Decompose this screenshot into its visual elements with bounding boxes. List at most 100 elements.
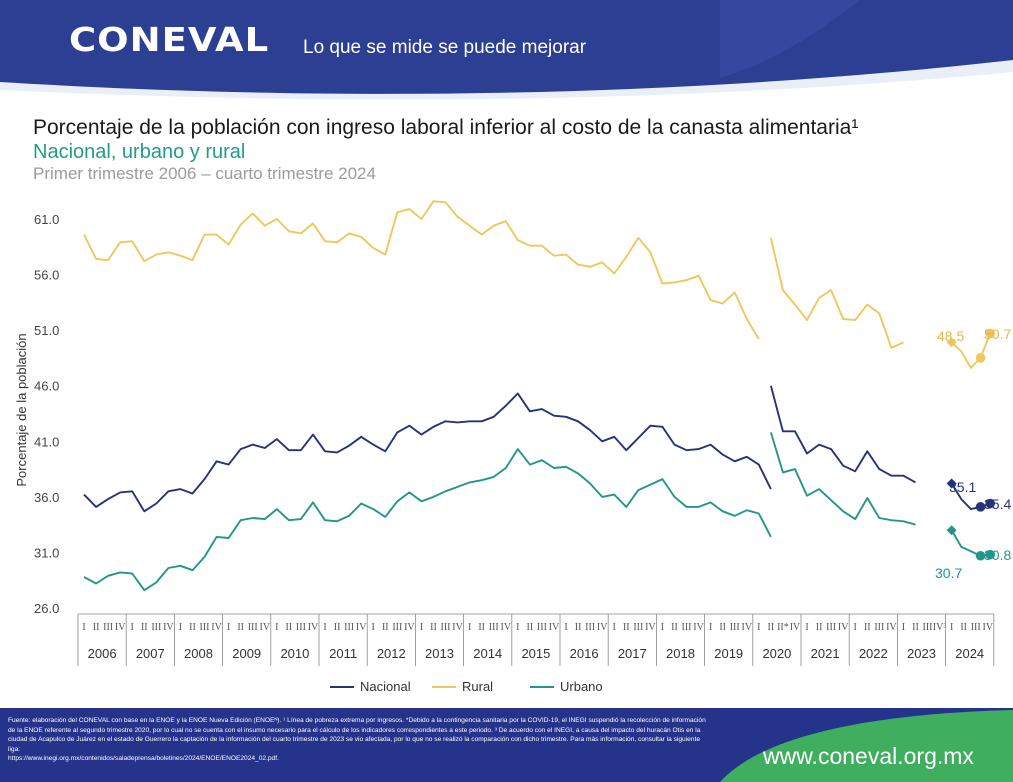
- quarter-label: I: [275, 622, 278, 633]
- marker-nacional: [946, 478, 957, 489]
- year-label: 2007: [136, 646, 165, 661]
- series-line-rural: [950, 333, 992, 369]
- marker-urbano: [946, 525, 957, 536]
- year-label: 2014: [473, 646, 502, 661]
- quarter-label: IV: [982, 622, 993, 633]
- quarter-label: I: [902, 622, 905, 633]
- year-label: 2015: [521, 646, 550, 661]
- line-chart: 61.0 56.0 51.0 46.0 41.0 36.0 31.0 26.0 Porcenta…: [14, 200, 1011, 694]
- quarter-label: IV: [308, 622, 319, 633]
- quarter-label: IV: [597, 622, 608, 633]
- quarter-label: I: [854, 622, 857, 633]
- quarter-label: II: [671, 622, 678, 633]
- series-line-nacional: [769, 385, 916, 484]
- marker-rural: [975, 353, 986, 363]
- data-label: 50.7: [984, 326, 1011, 342]
- quarter-label: II: [816, 622, 823, 633]
- quarter-label: III: [248, 622, 258, 633]
- quarter-label: I: [757, 622, 760, 633]
- source-link[interactable]: https://www.inegi.org.mx/contenidos/sala…: [8, 755, 279, 763]
- source-note-text: Fuente: elaboración del CONEVAL con base…: [8, 717, 706, 753]
- quarter-label: II: [768, 622, 775, 633]
- quarter-label: I: [82, 622, 85, 633]
- quarter-label: III: [633, 622, 643, 633]
- quarter-label: III: [103, 622, 113, 633]
- quarter-label: II: [960, 622, 967, 633]
- y-tick-label: 61.0: [34, 212, 59, 227]
- year-label: 2012: [377, 646, 406, 661]
- data-label: 48.5: [937, 328, 964, 344]
- series-line-nacional: [83, 392, 772, 513]
- quarter-label: I: [709, 622, 712, 633]
- source-note: Fuente: elaboración del CONEVAL con base…: [8, 716, 708, 764]
- quarter-label: I: [661, 622, 664, 633]
- quarter-label: II: [334, 622, 341, 633]
- quarter-label: III: [392, 622, 402, 633]
- series-line-rural: [769, 237, 904, 349]
- marker-rural: [946, 337, 957, 348]
- quarter-label: II: [527, 622, 534, 633]
- quarter-label: II: [189, 622, 196, 633]
- quarter-label: I: [613, 622, 616, 633]
- quarter-label: III: [537, 622, 547, 633]
- y-tick-label: 26.0: [34, 601, 59, 616]
- quarter-label: IV: [549, 622, 560, 633]
- y-tick-label: 36.0: [34, 490, 59, 505]
- series-line-urbano: [83, 448, 772, 592]
- quarter-label: III: [296, 622, 306, 633]
- marker-nacional: [975, 502, 986, 512]
- quarter-label: III: [826, 622, 836, 633]
- quarter-label: II: [286, 622, 293, 633]
- data-label: 35.4: [984, 496, 1011, 512]
- quarter-label: I: [516, 622, 519, 633]
- footer-banner: Fuente: elaboración del CONEVAL con base…: [0, 708, 1013, 782]
- quarter-label: III: [585, 622, 595, 633]
- y-tick-label: 56.0: [34, 268, 59, 283]
- quarter-label: II: [864, 622, 871, 633]
- quarter-label: I: [372, 622, 375, 633]
- marker-rural: [985, 328, 995, 339]
- year-label: 2021: [811, 646, 840, 661]
- quarter-label: II: [382, 622, 389, 633]
- y-tick-label: 46.0: [34, 379, 59, 394]
- year-label: 2006: [88, 646, 117, 661]
- quarter-label: II: [575, 622, 582, 633]
- quarter-label: IV: [741, 622, 752, 633]
- quarter-label: I: [468, 622, 471, 633]
- legend-label: Nacional: [360, 679, 411, 694]
- year-label: 2018: [666, 646, 695, 661]
- header-banner: CONEVAL Lo que se mide se puede mejorar: [0, 0, 1013, 104]
- quarter-label: I: [131, 622, 134, 633]
- data-label: 35.1: [949, 479, 976, 495]
- quarter-label: IV: [356, 622, 367, 633]
- marker-nacional: [985, 498, 995, 509]
- series-line-rural: [83, 200, 760, 340]
- year-label: 2011: [329, 646, 357, 661]
- quarter-label: IV: [645, 622, 656, 633]
- quarter-label: II: [237, 622, 244, 633]
- quarter-label: I: [323, 622, 326, 633]
- y-tick-label: 41.0: [34, 434, 59, 449]
- quarter-label: III: [344, 622, 354, 633]
- quarter-label: II: [93, 622, 100, 633]
- legend-label: Urbano: [560, 679, 603, 694]
- marker-urbano: [985, 549, 995, 560]
- year-label: 2023: [907, 646, 936, 661]
- tagline: Lo que se mide se puede mejorar: [303, 37, 587, 58]
- year-label: 2024: [955, 646, 984, 661]
- quarter-label: III: [971, 622, 981, 633]
- coneval-logo[interactable]: CONEVAL: [69, 20, 270, 59]
- chart-period: Primer trimestre 2006 – cuarto trimestre…: [33, 164, 376, 183]
- quarter-label: III: [151, 622, 161, 633]
- quarter-label: II: [478, 622, 485, 633]
- year-label: 2008: [184, 646, 213, 661]
- quarter-label: III: [489, 622, 499, 633]
- chart-title: Porcentaje de la población con ingreso l…: [33, 116, 859, 139]
- year-label: 2022: [859, 646, 888, 661]
- quarter-label: IV: [115, 622, 126, 633]
- quarter-label: III: [874, 622, 884, 633]
- website-link[interactable]: www.coneval.org.mx: [763, 743, 974, 769]
- quarter-label: I: [227, 622, 230, 633]
- quarter-label: II: [719, 622, 726, 633]
- quarter-label: II: [912, 622, 919, 633]
